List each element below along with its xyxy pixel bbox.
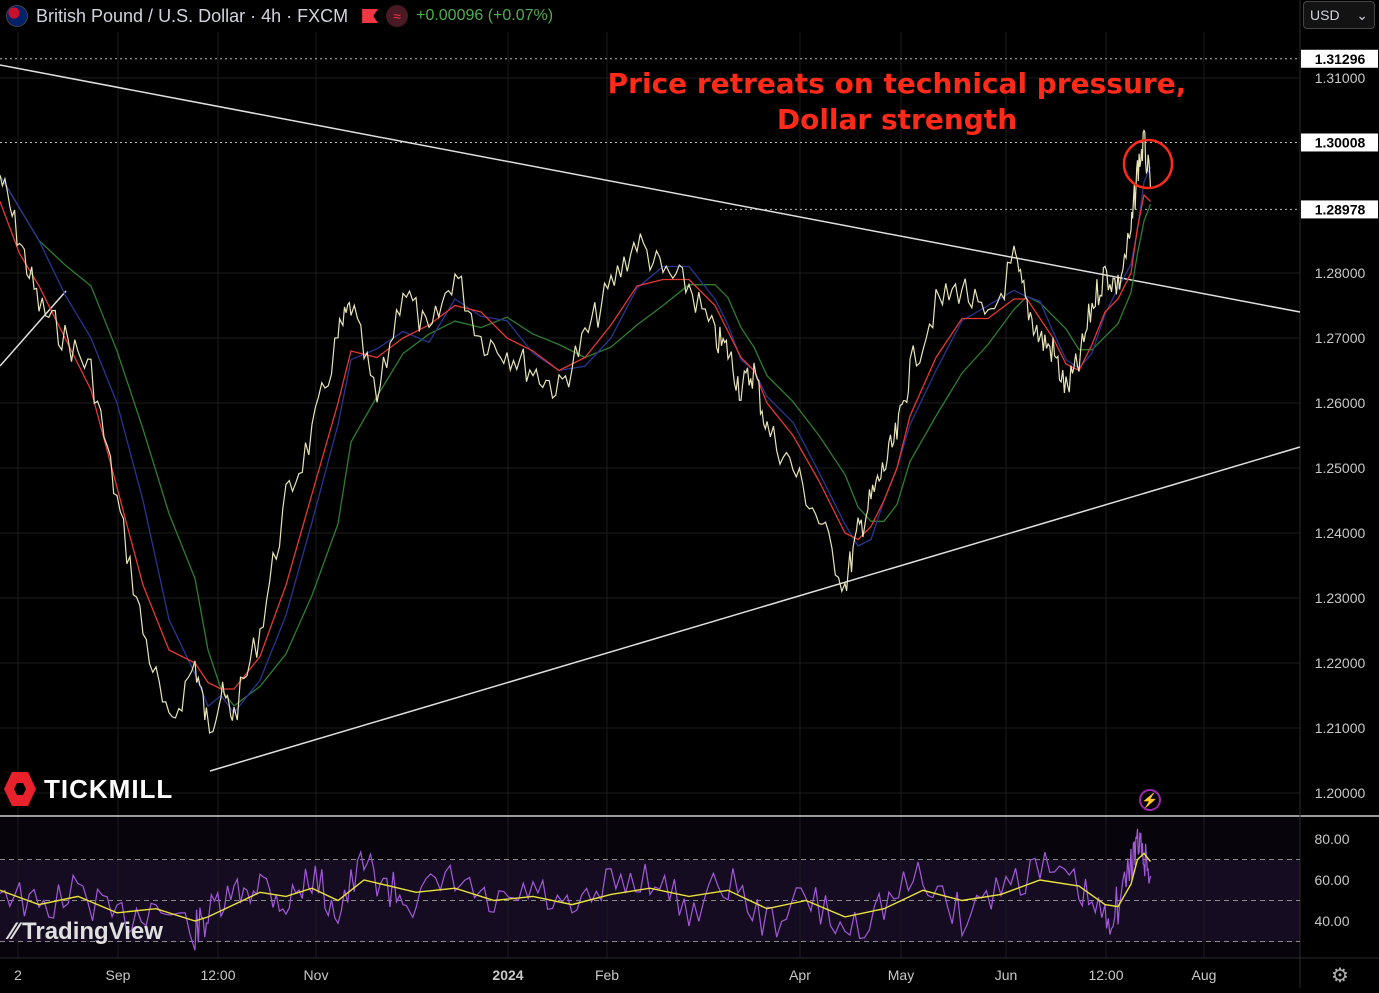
rsi-tick-label: 80.00 [1314,831,1349,847]
moving-average-mid [0,166,1152,714]
compare-icon[interactable]: ≈ [386,5,409,27]
y-tick-label: 1.21000 [1315,720,1366,736]
gbp-usd-flag-icon [6,5,28,27]
price-label: 1.28978 [1315,201,1366,217]
x-tick-label: Feb [595,967,619,983]
currency-value: USD [1310,7,1340,23]
y-tick-label: 1.23000 [1315,590,1366,606]
tradingview-logo-icon: ⁄⁄ [10,918,19,945]
x-tick-label: Sep [106,967,131,983]
chart-header: British Pound / U.S. Dollar · 4h · FXCM … [6,4,553,28]
x-tick-label: Nov [304,967,329,983]
tradingview-watermark: ⁄⁄ TradingView [10,918,163,946]
y-tick-label: 1.27000 [1315,330,1366,346]
y-tick-label: 1.20000 [1315,785,1366,801]
price-change: +0.00096 (+0.07%) [416,7,554,24]
tradingview-text: TradingView [22,918,163,945]
moving-average-fast [0,193,1151,690]
x-tick-label: Aug [1192,967,1217,983]
short-trendline [0,290,67,367]
x-tick-label: Jun [995,967,1018,983]
x-tick-label: May [888,967,914,983]
flag-marker-icon[interactable] [362,9,379,23]
x-tick-label: Apr [789,967,811,983]
x-tick-label: 12:00 [1088,967,1123,983]
annotation-line-1: Price retreats on technical pressure, [608,67,1187,100]
annotation-line-2: Dollar strength [777,103,1017,136]
x-tick-label: 12:00 [200,967,235,983]
price-label: 1.30008 [1315,134,1366,150]
symbol-title[interactable]: British Pound / U.S. Dollar · 4h · FXCM [36,5,349,26]
rsi-ma-series [0,852,1152,922]
chevron-down-icon: ⌄ [1356,6,1368,23]
y-tick-label: 1.22000 [1315,655,1366,671]
y-tick-label: 1.31000 [1315,70,1366,86]
rsi-series [0,828,1152,951]
price-series [0,129,1152,734]
tickmill-logo-text: TICKMILL [44,773,174,804]
price-label-box [1301,133,1378,152]
price-label-box [1301,49,1378,68]
tickmill-logo-icon [4,772,36,806]
highlight-circle [1122,138,1174,190]
x-tick-label: 2024 [492,967,523,983]
lower-trendline [209,446,1301,772]
price-label: 1.31296 [1315,51,1366,67]
rsi-tick-label: 60.00 [1314,872,1349,888]
settings-icon[interactable]: ⚙ [1331,965,1349,987]
y-tick-label: 1.28000 [1315,265,1366,281]
y-tick-label: 1.25000 [1315,460,1366,476]
y-tick-label: 1.24000 [1315,525,1366,541]
rsi-tick-label: 40.00 [1314,913,1349,929]
upper-trendline [0,64,1301,313]
tickmill-logo: TICKMILL [4,772,173,806]
currency-select[interactable]: USD ⌄ [1303,1,1375,29]
y-tick-label: 1.26000 [1315,395,1366,411]
lightning-icon[interactable]: ⚡ [1139,789,1161,811]
price-label-box [1301,200,1378,219]
x-tick-label: 2 [14,967,22,983]
